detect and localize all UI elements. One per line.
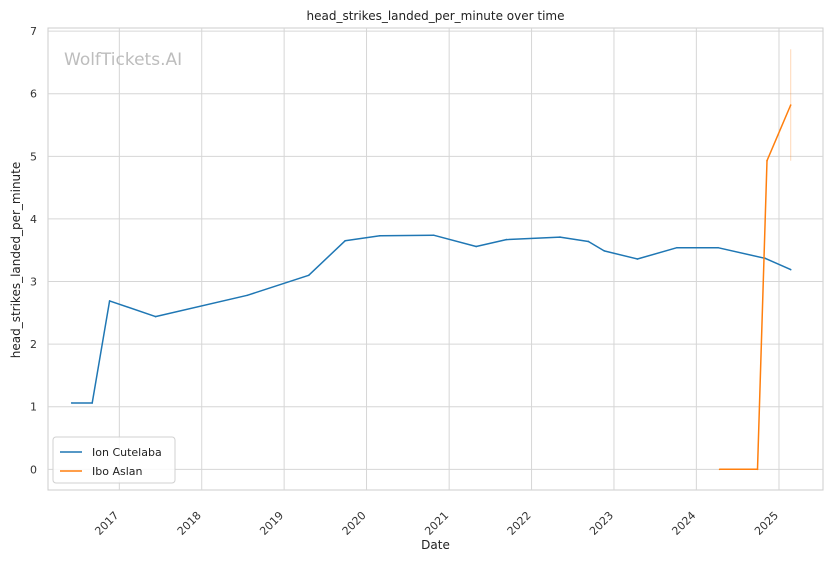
grid <box>48 28 823 490</box>
y-tick-label: 3 <box>30 276 37 289</box>
y-tick-label: 5 <box>30 150 37 163</box>
legend-box <box>52 436 176 484</box>
x-tick-label: 2018 <box>175 509 204 538</box>
x-tick-label: 2022 <box>505 509 534 538</box>
legend-label-ion-cutelaba: Ion Cutelaba <box>92 446 162 459</box>
x-tick-label: 2019 <box>257 509 286 538</box>
x-tick-label: 2025 <box>752 509 781 538</box>
data-point <box>70 402 73 404</box>
data-point <box>91 402 94 404</box>
data-point <box>718 468 721 471</box>
chart-title: head_strikes_landed_per_minute over time <box>306 9 564 23</box>
series-lines <box>70 104 792 471</box>
x-axis-label: Date <box>421 538 450 552</box>
data-point <box>789 268 792 271</box>
x-tick-label: 2021 <box>422 509 451 538</box>
data-point <box>307 274 310 277</box>
data-point <box>636 258 639 260</box>
plot-area <box>47 27 824 491</box>
data-point <box>344 240 346 242</box>
y-tick-label: 4 <box>30 213 37 226</box>
y-tick-label: 6 <box>30 88 37 101</box>
x-tick-label: 2023 <box>587 509 616 538</box>
y-tick-label: 7 <box>30 25 37 38</box>
data-point <box>505 238 508 241</box>
data-point <box>587 240 590 243</box>
data-point <box>559 236 561 238</box>
data-point <box>717 246 719 249</box>
legend-label-ibo-aslan: Ibo Aslan <box>92 465 143 478</box>
data-point <box>756 468 759 471</box>
x-tick-label: 2024 <box>669 509 698 538</box>
series-line-1 <box>719 104 792 471</box>
data-point <box>766 159 768 162</box>
y-tick-label: 2 <box>30 338 37 351</box>
x-tick-label: 2020 <box>340 509 369 538</box>
data-point <box>789 104 792 106</box>
watermark: WolfTickets.AI <box>64 50 182 70</box>
y-tick-label: 1 <box>30 401 37 414</box>
data-point <box>108 300 111 302</box>
data-point <box>676 246 678 249</box>
data-point <box>603 250 606 252</box>
y-tick-label: 0 <box>30 463 37 476</box>
data-point <box>475 245 478 248</box>
data-point <box>154 315 157 318</box>
x-tick-label: 2017 <box>92 509 121 538</box>
y-axis-label: head_strikes_landed_per_minute <box>9 162 23 359</box>
data-point <box>764 257 767 260</box>
data-point <box>246 294 249 297</box>
data-point <box>432 234 435 237</box>
y-tick-labels: 0 1 2 3 4 5 6 7 <box>30 25 37 476</box>
data-point <box>379 235 381 237</box>
legend: Ion Cutelaba Ibo Aslan <box>52 436 176 484</box>
x-tick-labels: 2017 2018 2019 2020 2021 2022 2023 2024 2025 <box>92 509 781 538</box>
